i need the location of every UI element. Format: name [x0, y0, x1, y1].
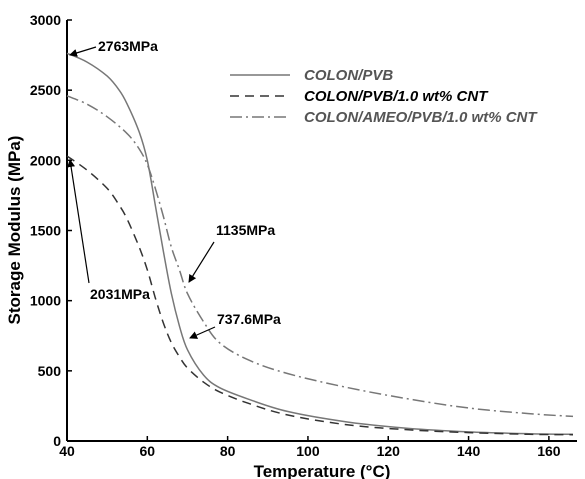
legend-label-colon-ameo-pvb-cnt: COLON/AMEO/PVB/1.0 wt% CNT — [304, 109, 538, 126]
y-tick-label: 2000 — [30, 152, 61, 168]
x-tick-label: 160 — [537, 443, 561, 459]
legend-label-colon-pvb-cnt: COLON/PVB/1.0 wt% CNT — [304, 88, 489, 105]
annotation-1135: 1135MPa — [216, 222, 275, 238]
x-tick-label: 60 — [140, 443, 156, 459]
series-layer — [66, 52, 574, 436]
x-ticks: 40 60 80 100 120 140 160 — [59, 436, 561, 459]
legend: COLON/PVB COLON/PVB/1.0 wt% CNT COLON/AM… — [230, 67, 538, 126]
y-tick-label: 1000 — [30, 293, 61, 309]
series-line-2 — [66, 95, 574, 418]
y-tick-label: 1500 — [30, 223, 61, 239]
y-tick-label: 0 — [53, 433, 61, 449]
x-tick-label: 120 — [377, 443, 401, 459]
annotation-2763: 2763MPa — [98, 38, 158, 54]
annotation-arrow-737-6 — [189, 326, 216, 339]
y-ticks: 0 500 1000 1500 2000 2500 3000 — [30, 12, 72, 449]
y-tick-label: 500 — [38, 363, 62, 379]
y-tick-label: 3000 — [30, 12, 61, 28]
x-axis-label: Temperature (°C) — [254, 462, 391, 479]
legend-label-colon-pvb: COLON/PVB — [304, 67, 393, 84]
series-line-0 — [66, 52, 574, 436]
x-tick-label: 140 — [457, 443, 481, 459]
x-tick-label: 100 — [296, 443, 320, 459]
annotation-arrow-1135 — [188, 241, 215, 283]
series-line-1 — [66, 155, 574, 436]
annotation-2031: 2031MPa — [90, 286, 150, 302]
annotation-arrow-2763 — [69, 46, 97, 57]
y-axis-label: Storage Modulus (MPa) — [5, 136, 24, 325]
annotation-arrow-2031 — [67, 159, 90, 284]
x-tick-label: 80 — [220, 443, 236, 459]
annotations: 2763MPa 2031MPa 1135MPa 737.6MPa — [67, 38, 281, 339]
annotation-737-6: 737.6MPa — [217, 311, 281, 327]
y-tick-label: 2500 — [30, 82, 61, 98]
x-tick-label: 40 — [59, 443, 75, 459]
